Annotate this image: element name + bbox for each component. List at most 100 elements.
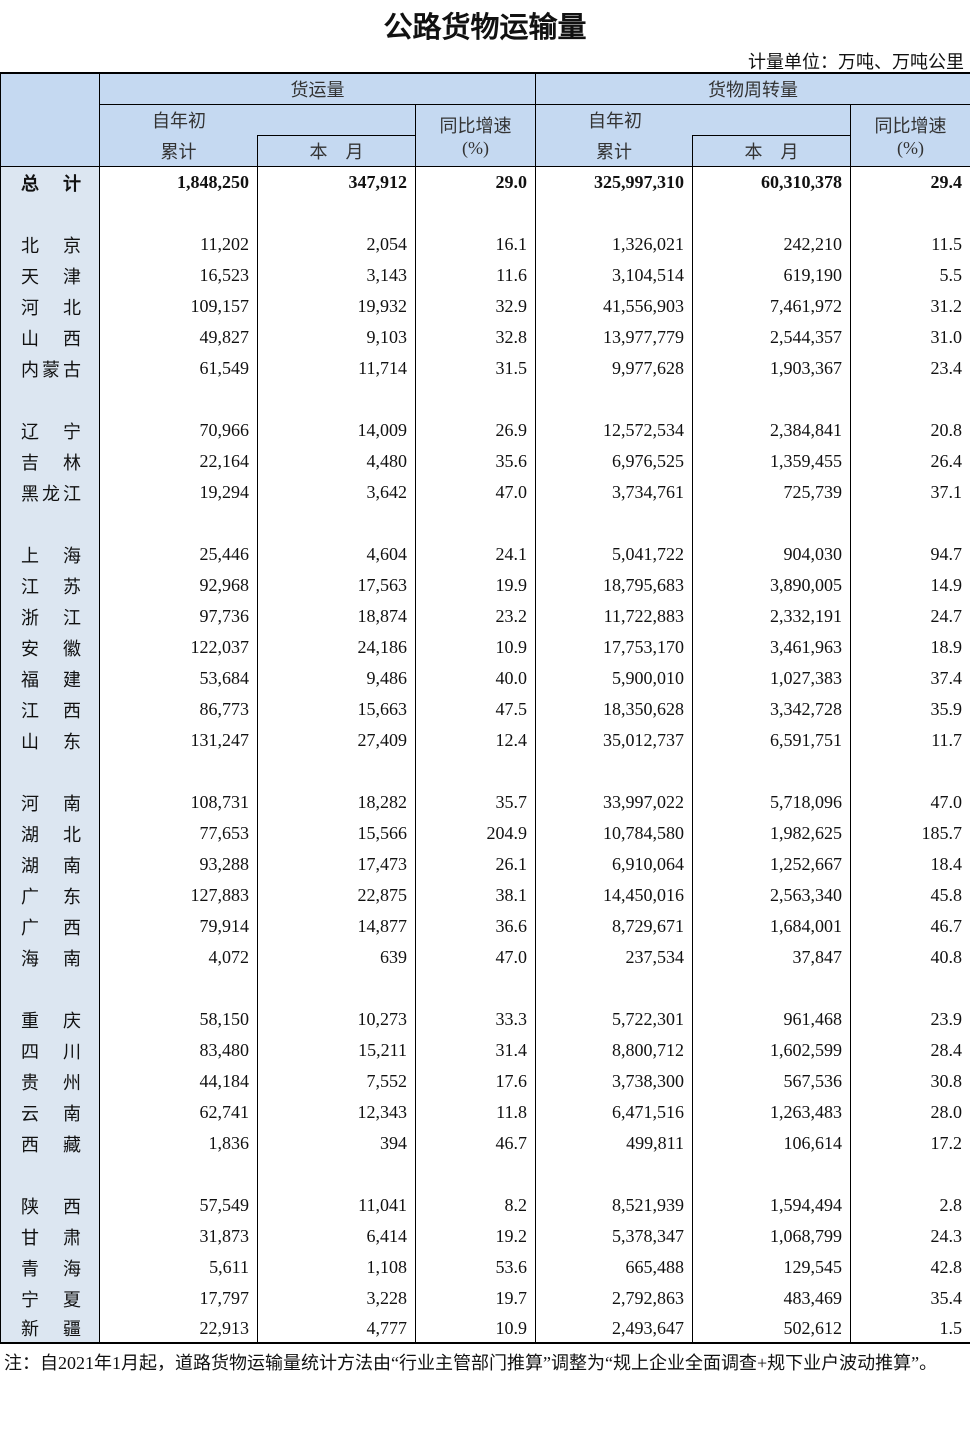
region-name: 四 川	[21, 1041, 81, 1062]
value-cell: 35.4	[850, 1283, 970, 1314]
value-cell	[257, 756, 416, 787]
yoy-header: 同比增速 (%)	[414, 104, 537, 167]
table-row: 江 西 86,773 15,663 47.5 18,350,628 3,342,728 35…	[0, 694, 970, 725]
value-cell: 19,294	[99, 477, 258, 508]
value-cell: 15,566	[257, 818, 416, 849]
unit-label: 计量单位：万吨、万吨公里	[748, 52, 964, 72]
value-cell: 22,164	[99, 446, 258, 477]
value-cell: 28.4	[850, 1035, 970, 1066]
region-cell: 重 庆	[0, 1004, 100, 1035]
value-cell: 904,030	[692, 539, 852, 570]
value-cell: 6,471,516	[535, 1097, 694, 1128]
table-row: 内蒙古 61,549 11,714 31.5 9,977,628 1,903,367 23.…	[0, 353, 970, 384]
table-row: 湖 北 77,653 15,566 204.9 10,784,580 1,982,625 1…	[0, 818, 970, 849]
value-cell: 40.8	[850, 942, 970, 973]
value-cell: 46.7	[850, 911, 970, 942]
value-cell: 11,041	[257, 1190, 416, 1221]
value-cell	[257, 384, 416, 415]
value-cell: 131,247	[99, 725, 258, 756]
turnover-header: 货物周转量	[535, 72, 970, 105]
value-cell	[692, 1159, 852, 1190]
value-cell: 24,186	[257, 632, 416, 663]
value-cell: 639	[257, 942, 416, 973]
table-row: 上 海 25,446 4,604 24.1 5,041,722 904,030 94.7	[0, 539, 970, 570]
value-cell: 32.9	[414, 291, 537, 322]
value-cell: 1,602,599	[692, 1035, 852, 1066]
value-cell: 11.7	[850, 725, 970, 756]
region-name: 云 南	[21, 1103, 81, 1124]
region-name: 河 南	[21, 793, 81, 814]
value-cell: 725,739	[692, 477, 852, 508]
value-cell: 1,068,799	[692, 1221, 852, 1252]
value-cell: 35.9	[850, 694, 970, 725]
value-cell: 3,734,761	[535, 477, 694, 508]
value-cell: 10,784,580	[535, 818, 694, 849]
table-row: 广 东 127,883 22,875 38.1 14,450,016 2,563,340 4…	[0, 880, 970, 911]
value-cell: 17,473	[257, 849, 416, 880]
region-name: 陕 西	[21, 1196, 81, 1217]
table-row: 江 苏 92,968 17,563 19.9 18,795,683 3,890,005 14…	[0, 570, 970, 601]
value-cell: 35.7	[414, 787, 537, 818]
value-cell: 92,968	[99, 570, 258, 601]
value-cell: 11.6	[414, 260, 537, 291]
value-cell: 8,729,671	[535, 911, 694, 942]
value-cell: 33.3	[414, 1004, 537, 1035]
value-cell: 14.9	[850, 570, 970, 601]
region-cell: 云 南	[0, 1097, 100, 1128]
value-cell: 12.4	[414, 725, 537, 756]
value-cell: 27,409	[257, 725, 416, 756]
value-cell: 36.6	[414, 911, 537, 942]
value-cell	[692, 973, 852, 1004]
region-name: 江 西	[21, 700, 81, 721]
value-cell: 7,552	[257, 1066, 416, 1097]
month-header: 本 月	[692, 135, 852, 167]
table-row: 福 建 53,684 9,486 40.0 5,900,010 1,027,383 37.4	[0, 663, 970, 694]
value-cell: 10.9	[414, 1314, 537, 1344]
region-cell: 新 疆	[0, 1314, 100, 1344]
value-cell	[535, 384, 694, 415]
value-cell: 26.4	[850, 446, 970, 477]
value-cell: 3,738,300	[535, 1066, 694, 1097]
region-cell	[0, 1159, 100, 1190]
table-body: 总 计 1,848,250 347,912 29.0 325,997,310 60,310…	[0, 166, 970, 1344]
value-cell: 127,883	[99, 880, 258, 911]
value-cell: 12,343	[257, 1097, 416, 1128]
value-cell: 9,486	[257, 663, 416, 694]
value-cell	[257, 1159, 416, 1190]
value-cell: 6,414	[257, 1221, 416, 1252]
value-cell	[692, 198, 852, 229]
value-cell: 9,977,628	[535, 353, 694, 384]
region-name: 山 东	[21, 731, 81, 752]
value-cell: 499,811	[535, 1128, 694, 1159]
value-cell: 961,468	[692, 1004, 852, 1035]
value-cell: 18.4	[850, 849, 970, 880]
value-cell: 15,663	[257, 694, 416, 725]
value-cell: 24.1	[414, 539, 537, 570]
value-cell	[535, 508, 694, 539]
region-name: 贵 州	[21, 1072, 81, 1093]
region-name: 山 西	[21, 328, 81, 349]
value-cell	[850, 384, 970, 415]
value-cell: 19,932	[257, 291, 416, 322]
value-cell: 31,873	[99, 1221, 258, 1252]
value-cell: 86,773	[99, 694, 258, 725]
value-cell: 25,446	[99, 539, 258, 570]
value-cell: 94.7	[850, 539, 970, 570]
region-name: 江 苏	[21, 576, 81, 597]
region-name: 宁 夏	[21, 1289, 81, 1310]
region-name: 福 建	[21, 669, 81, 690]
region-cell: 广 东	[0, 880, 100, 911]
value-cell: 79,914	[99, 911, 258, 942]
value-cell	[99, 1159, 258, 1190]
value-cell: 1,982,625	[692, 818, 852, 849]
value-cell: 1,263,483	[692, 1097, 852, 1128]
region-cell: 天 津	[0, 260, 100, 291]
value-cell: 77,653	[99, 818, 258, 849]
value-cell: 15,211	[257, 1035, 416, 1066]
value-cell: 18.9	[850, 632, 970, 663]
yoy-label: 同比增速	[874, 116, 947, 136]
value-cell: 6,976,525	[535, 446, 694, 477]
freight-table: 货运量 货物周转量 自年初 同比增速 (%) 自年初 同比增速 (%) 累计 本 月…	[0, 72, 970, 1344]
value-cell	[414, 1159, 537, 1190]
region-cell: 福 建	[0, 663, 100, 694]
